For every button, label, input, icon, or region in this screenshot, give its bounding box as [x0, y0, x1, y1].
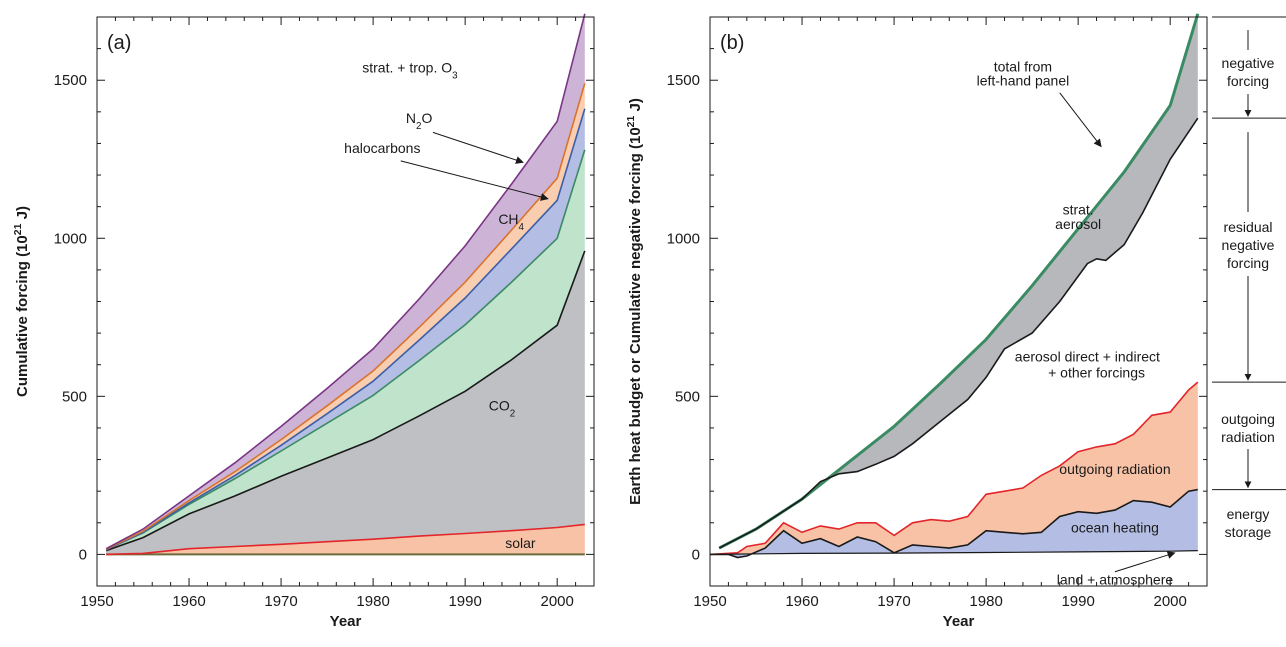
side-label-negative-1: negative: [1222, 55, 1275, 71]
panel-a-panel-label: (a): [107, 32, 131, 54]
panel-a: 1950 1960 1970 1980 1990 2000 0 500 1000 1500 Year…: [12, 13, 595, 630]
line-ocean-heating: [710, 488, 1198, 559]
line-halocarbons: [105, 108, 586, 551]
area-solar: [106, 524, 585, 555]
panel-b-x-tick-label: 1990: [1061, 593, 1094, 610]
panel-a-x-tick-label: 1990: [448, 593, 481, 610]
panel-b: 1950 1960 1970 1980 1990 2000 0 500 1000 1500 Year…: [625, 13, 1208, 630]
panel-b-y-tick-label: 1000: [667, 230, 700, 247]
panel-b-x-axis-label: Year: [943, 613, 975, 630]
panel-a-y-tick-label: 0: [79, 546, 87, 563]
area-outgoing-radiation: [710, 382, 1198, 558]
panel-a-y-tick-label: 1500: [54, 72, 87, 89]
label-ch4: CH4: [498, 211, 524, 233]
label-co2: CO2: [489, 398, 515, 420]
panel-b-y-tick-label: 500: [675, 388, 700, 405]
panel-a-x-tick-label: 1980: [356, 593, 389, 610]
label-total-line2: left-hand panel: [977, 73, 1070, 89]
arrow-halocarbons: [400, 160, 549, 201]
label-total-line1: total from: [994, 58, 1052, 74]
panel-a-x-axis-label: Year: [330, 613, 362, 630]
panel-a-y-tick-label: 1000: [54, 230, 87, 247]
side-label-residual-2: negative: [1222, 237, 1275, 253]
side-label-energy-2: storage: [1225, 524, 1272, 540]
panel-a-x-tick-label: 1950: [80, 593, 113, 610]
line-strat-trop-o3: [105, 13, 586, 550]
panel-a-y-axis-label: Cumulative forcing (1021 J): [12, 206, 31, 397]
side-label-negative-2: forcing: [1227, 73, 1269, 89]
line-ch4: [105, 149, 586, 551]
panel-a-x-tick-label: 1960: [172, 593, 205, 610]
line-solar: [106, 523, 585, 556]
panel-b-y-axis-label: Earth heat budget or Cumulative negative…: [625, 98, 644, 505]
label-solar: solar: [505, 535, 536, 551]
label-aerosol: aerosol: [1055, 216, 1101, 232]
line-co2: [105, 250, 586, 552]
label-aerosol-direct-2: + other forcings: [1048, 364, 1145, 380]
panel-b-x-tick-label: 1970: [877, 593, 910, 610]
panel-b-y-tick-label: 1500: [667, 72, 700, 89]
panel-b-panel-label: (b): [720, 32, 744, 54]
side-annotation-bar: negative forcing residual negative forcing ou…: [1212, 16, 1286, 540]
side-label-residual-3: forcing: [1227, 255, 1269, 271]
label-ocean-heating: ocean heating: [1071, 519, 1159, 535]
panel-a-y-tick-label: 500: [62, 388, 87, 405]
panel-b-y-tick-label: 0: [692, 546, 700, 563]
panel-b-x-tick-label: 1960: [785, 593, 818, 610]
label-halocarbons: halocarbons: [344, 140, 420, 156]
side-label-outgoing-2: radiation: [1221, 429, 1275, 445]
area-ocean-heating: [710, 489, 1198, 558]
side-label-outgoing-1: outgoing: [1221, 411, 1275, 427]
arrow-total: [1059, 92, 1102, 148]
label-aerosol-direct-1: aerosol direct + indirect: [1015, 349, 1160, 365]
label-land-atmosphere: land + atmosphere: [1057, 571, 1174, 587]
panel-b-x-tick-label: 1950: [693, 593, 726, 610]
label-outgoing-radiation: outgoing radiation: [1059, 461, 1170, 477]
label-strat: strat.: [1063, 202, 1094, 218]
side-label-residual-1: residual: [1223, 219, 1272, 235]
panel-a-x-tick-label: 1970: [264, 593, 297, 610]
area-ch4: [106, 149, 585, 551]
panel-b-x-tick-label: 1980: [969, 593, 1002, 610]
line-aerosol: [718, 117, 1199, 549]
area-co2: [106, 250, 585, 555]
label-n2o: N2O: [406, 110, 433, 131]
line-n2o: [105, 83, 586, 551]
arrow-land: [1114, 551, 1176, 573]
panel-a-x-tick-label: 2000: [540, 593, 573, 610]
side-label-energy-1: energy: [1227, 506, 1270, 522]
panel-b-x-tick-label: 2000: [1153, 593, 1186, 610]
line-outgoing-radiation: [709, 381, 1199, 556]
label-o3: strat. + trop. O3: [362, 59, 458, 81]
arrow-n2o: [432, 131, 524, 164]
